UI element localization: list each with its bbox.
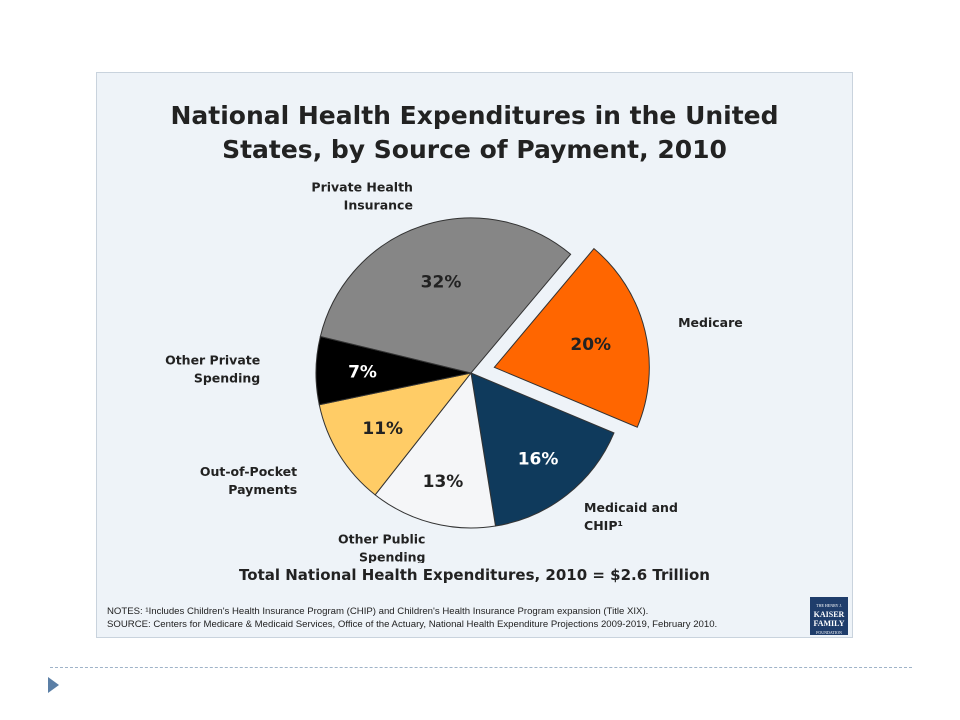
chart-title: National Health Expenditures in the Unit… bbox=[97, 99, 852, 167]
pie-category-label-line: Out-of-Pocket bbox=[200, 464, 297, 479]
pie-category-label-line: Other Private bbox=[165, 353, 260, 368]
slide-divider bbox=[50, 667, 912, 668]
pie-category-label-line: Private Health bbox=[311, 179, 413, 194]
pie-category-label: Medicaid and CHIP¹ bbox=[584, 500, 678, 533]
notes-line: NOTES: ¹Includes Children's Health Insur… bbox=[107, 606, 649, 617]
pie-percent-label: 20% bbox=[570, 335, 611, 355]
logo-line-4: FOUNDATION bbox=[816, 630, 842, 635]
pie-slice-other-public-spending bbox=[374, 371, 497, 529]
pie-category-label: Other Private Spending bbox=[165, 353, 260, 386]
pie-category-label-line: Spending bbox=[359, 550, 425, 563]
pie-category-label-line: Medicaid and bbox=[584, 500, 678, 515]
pie-category-label: Private Health Insurance bbox=[311, 179, 413, 212]
chart-slide-image: National Health Expenditures in the Unit… bbox=[96, 72, 853, 638]
pie-slice-medicare bbox=[493, 247, 650, 428]
chart-title-line-1: National Health Expenditures in the Unit… bbox=[170, 101, 779, 130]
pie-category-label: Out-of-Pocket Payments bbox=[200, 464, 297, 497]
total-expenditures-text: Total National Health Expenditures, 2010… bbox=[239, 566, 710, 584]
source-line: SOURCE: Centers for Medicare & Medicaid … bbox=[107, 619, 718, 630]
pie-category-label-line: Medicare bbox=[678, 315, 743, 330]
pie-chart: 20% Medicare 16% Medicaid and CHIP¹ 13% Other … bbox=[165, 179, 743, 563]
kaiser-family-foundation-logo: THE HENRY J. KAISER FAMILY FOUNDATION bbox=[810, 597, 848, 635]
pie-percent-label: 32% bbox=[421, 273, 462, 293]
pie-category-label-line: CHIP¹ bbox=[584, 518, 623, 533]
pie-percent-label: 7% bbox=[348, 362, 377, 382]
chart-title-line-2: States, by Source of Payment, 2010 bbox=[222, 135, 727, 164]
pie-category-label: Medicare bbox=[678, 315, 743, 330]
pie-percent-label: 16% bbox=[518, 449, 559, 469]
pie-category-label-line: Insurance bbox=[344, 197, 413, 212]
pie-slice-private-health-insurance bbox=[319, 217, 572, 374]
notes-block: NOTES: ¹Includes Children's Health Insur… bbox=[107, 605, 717, 631]
pie-percent-label: 13% bbox=[423, 472, 464, 492]
bullet-arrow-icon bbox=[48, 677, 59, 693]
pie-slice-medicaid-and-chip bbox=[470, 372, 615, 527]
pie-percent-label: 11% bbox=[362, 419, 403, 439]
pie-category-label: Other Public Spending bbox=[338, 532, 425, 563]
pie-category-label-line: Spending bbox=[194, 371, 260, 386]
pie-category-label-line: Other Public bbox=[338, 532, 425, 547]
logo-line-3: FAMILY bbox=[813, 619, 845, 628]
logo-line-2: KAISER bbox=[813, 610, 845, 619]
pie-slice-out-of-pocket-payments bbox=[318, 372, 473, 496]
pie-category-label-line: Payments bbox=[228, 482, 297, 497]
logo-line-1: THE HENRY J. bbox=[816, 603, 842, 608]
